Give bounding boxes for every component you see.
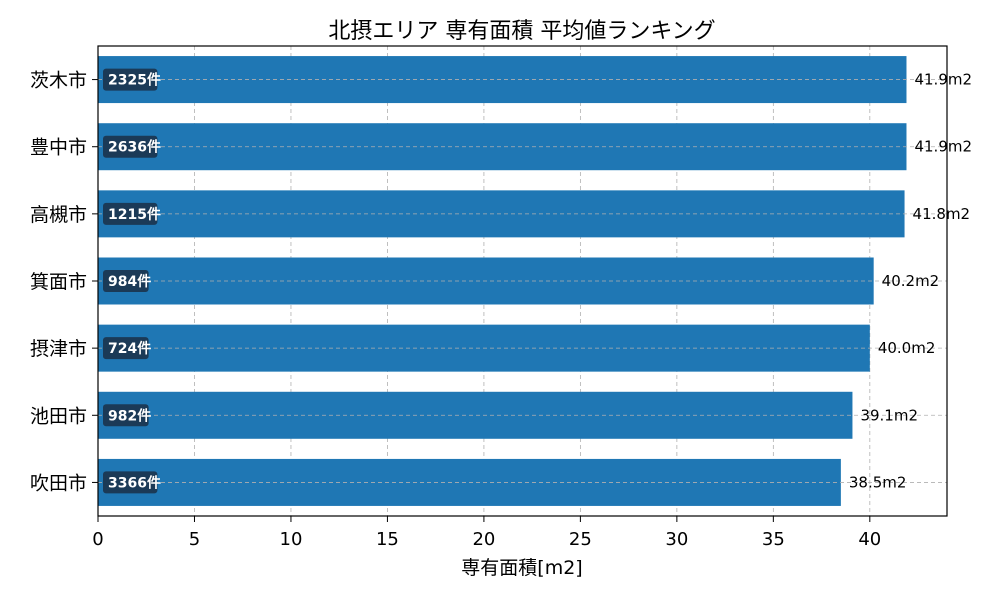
y-tick-label: 豊中市 [30,137,87,159]
value-label: 41.9m2 [914,138,972,156]
x-axis: 0 5 10 15 20 25 30 35 40 [92,516,881,550]
value-label: 39.1m2 [860,406,918,424]
value-label: 40.2m2 [882,272,940,290]
count-badge [103,68,158,91]
value-label: 41.8m2 [913,205,971,223]
bar [98,391,853,439]
x-tick-label: 5 [189,529,200,550]
count-label: 2636件 [108,139,161,156]
x-tick-label: 40 [858,529,881,550]
x-tick-label: 25 [569,529,592,550]
y-tick-label: 茨木市 [30,70,87,92]
y-tick-label: 吹田市 [30,472,87,494]
data-labels: 41.9m2 2325件 41.9m2 2636件 41.8m2 1215件 40.2m2 9… [103,68,972,494]
count-label: 2325件 [108,72,161,89]
y-tick-label: 箕面市 [30,271,87,293]
count-badge [103,404,149,427]
x-tick-label: 20 [472,529,495,550]
count-badge [103,337,149,360]
x-tick-label: 10 [280,529,303,550]
x-axis-label: 専有面積[m2] [461,557,582,579]
value-label: 40.0m2 [878,339,936,357]
count-label: 984件 [108,273,151,290]
value-label: 41.9m2 [914,71,972,89]
x-tick-label: 0 [92,529,103,550]
count-badge [103,270,149,292]
x-tick-label: 30 [665,529,688,550]
bar-gridlines [98,79,947,483]
x-tick-label: 15 [376,529,399,550]
count-badge [103,135,158,158]
count-label: 982件 [108,407,151,424]
x-tick-label: 35 [762,529,785,550]
y-tick-label: 池田市 [30,405,87,427]
count-label: 724件 [108,340,151,357]
value-label: 38.5m2 [849,473,907,491]
count-badge [103,202,158,225]
y-tick-label: 高槻市 [30,204,87,226]
count-label: 3366件 [108,474,161,491]
y-tick-label: 摂津市 [30,338,87,360]
count-badge [103,471,158,494]
count-label: 1215件 [108,206,161,223]
chart-title: 北摂エリア 専有面積 平均値ランキング [328,19,715,44]
